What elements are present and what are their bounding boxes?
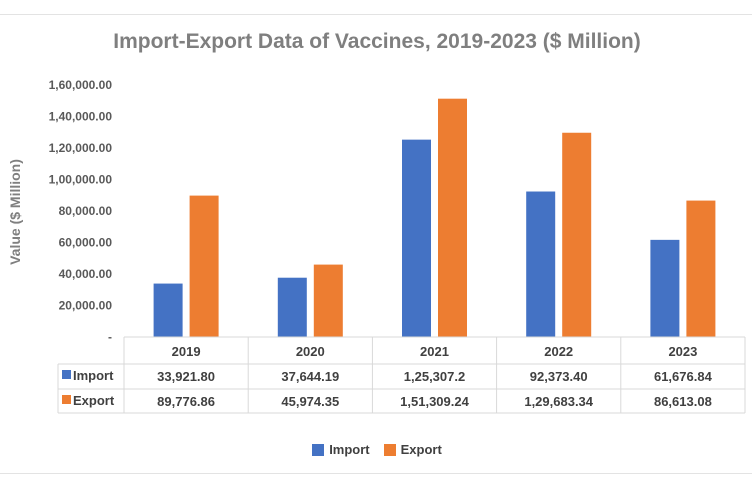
- bar-export-2020: [313, 264, 343, 337]
- chart-frame: [0, 14, 752, 474]
- table-cell-export: 86,613.08: [654, 394, 712, 409]
- bar-import-2022: [526, 191, 556, 337]
- legend-swatch-export: [383, 443, 396, 456]
- y-tick-label: 40,000.00: [59, 267, 113, 281]
- y-tick-label: 1,00,000.00: [49, 173, 113, 187]
- table-row-label-import: Import: [73, 368, 114, 383]
- table-key-import: [62, 370, 71, 379]
- x-tick-label: 2020: [296, 344, 325, 359]
- x-tick-label: 2023: [668, 344, 697, 359]
- table-cell-import: 92,373.40: [530, 369, 588, 384]
- legend-swatch-import: [312, 443, 325, 456]
- table-cell-import: 61,676.84: [654, 369, 713, 384]
- legend-label-export: Export: [400, 442, 442, 457]
- bar-import-2019: [153, 283, 183, 337]
- table-cell-import: 37,644.19: [281, 369, 339, 384]
- x-tick-label: 2019: [172, 344, 201, 359]
- legend-label-import: Import: [329, 442, 370, 457]
- table-row-label-export: Export: [73, 393, 115, 408]
- bar-import-2020: [277, 277, 307, 337]
- y-tick-label: 20,000.00: [59, 299, 113, 313]
- legend-item-import: Import: [312, 442, 370, 457]
- x-tick-label: 2021: [420, 344, 449, 359]
- table-cell-export: 1,29,683.34: [524, 394, 593, 409]
- bar-export-2022: [562, 132, 592, 337]
- chart-title: Import-Export Data of Vaccines, 2019-202…: [113, 30, 641, 53]
- table-cell-import: 33,921.80: [157, 369, 215, 384]
- bar-import-2021: [402, 139, 431, 337]
- y-tick-label: 80,000.00: [59, 204, 113, 218]
- legend: Import Export: [0, 442, 754, 457]
- y-tick-label: 1,60,000.00: [49, 78, 113, 92]
- bar-export-2023: [686, 200, 716, 337]
- y-tick-label: 1,20,000.00: [49, 141, 113, 155]
- bar-export-2019: [189, 195, 219, 337]
- y-tick-label: 1,40,000.00: [49, 110, 113, 124]
- table-cell-import: 1,25,307.2: [404, 369, 465, 384]
- table-key-export: [62, 395, 71, 404]
- table-cell-export: 89,776.86: [157, 394, 215, 409]
- y-tick-label: 60,000.00: [59, 236, 113, 250]
- y-tick-label: -: [108, 330, 112, 344]
- legend-item-export: Export: [383, 442, 442, 457]
- x-tick-label: 2022: [544, 344, 573, 359]
- table-cell-export: 45,974.35: [281, 394, 339, 409]
- table-cell-export: 1,51,309.24: [400, 394, 469, 409]
- bar-import-2023: [650, 239, 680, 337]
- bar-export-2021: [438, 98, 467, 337]
